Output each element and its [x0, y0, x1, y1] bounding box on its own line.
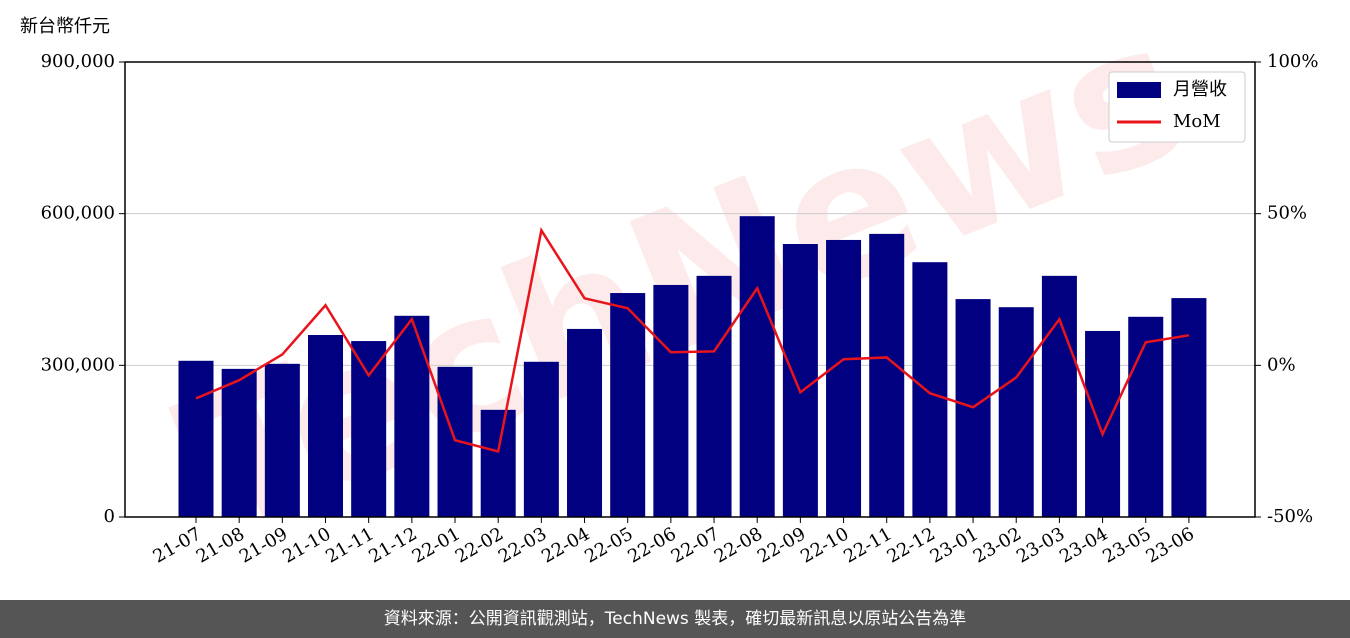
bar [610, 293, 646, 517]
bar [653, 284, 689, 517]
x-tick-label: 22-11 [840, 523, 895, 567]
bar [826, 239, 862, 517]
legend-label: MoM [1173, 111, 1221, 132]
legend-label: 月營收 [1173, 79, 1227, 100]
bar [739, 216, 775, 517]
x-tick-label: 23-02 [970, 523, 1025, 567]
y2-tick-label: 50% [1267, 203, 1307, 224]
bar [264, 363, 300, 517]
x-tick-label: 21-07 [150, 523, 205, 567]
chart: 新台幣仟元 TechNews 0300,000600,000900,000-50… [20, 0, 1318, 578]
line [195, 227, 1190, 454]
plot-frame [124, 61, 1256, 518]
x-tick-label: 21-12 [365, 523, 420, 567]
x-tick-label: 22-07 [668, 523, 723, 567]
bar [912, 262, 948, 517]
y2-tick-label: 0% [1267, 354, 1296, 375]
y-tick-label: 300,000 [41, 354, 115, 375]
y-tick-label: 0 [104, 506, 115, 527]
x-tick-label: 22-08 [711, 523, 766, 567]
bar [178, 360, 214, 517]
bar [998, 307, 1034, 517]
x-tick-label: 22-12 [883, 523, 938, 567]
bar [1085, 330, 1121, 517]
bar [437, 366, 473, 517]
y-axis-label: 新台幣仟元 [20, 16, 110, 37]
bar [523, 361, 559, 517]
y-tick-label: 600,000 [41, 203, 115, 224]
bar [782, 244, 818, 517]
x-tick-label: 23-01 [927, 523, 982, 567]
y2-tick-label: -50% [1267, 506, 1313, 527]
bar [480, 409, 516, 517]
footer: 資料來源：公開資訊觀測站，TechNews 製表，確切最新訊息以原站公告為準 [0, 600, 1350, 638]
x-tick-label: 22-01 [409, 523, 464, 567]
legend-swatch [1117, 82, 1161, 98]
bar [1128, 316, 1164, 517]
x-tick-label: 23-03 [1013, 523, 1068, 567]
bar [869, 233, 905, 517]
x-tick-label: 23-06 [1142, 523, 1197, 567]
x-tick-label: 22-09 [754, 523, 809, 567]
x-tick-label: 22-10 [797, 523, 852, 567]
x-tick-label: 22-04 [538, 523, 593, 567]
y-tick-label: 900,000 [41, 51, 115, 72]
bar [308, 335, 344, 517]
x-tick-label: 23-04 [1056, 523, 1111, 567]
bar [394, 315, 430, 517]
bar [1171, 298, 1207, 517]
x-tick-label: 23-05 [1099, 523, 1154, 567]
bar [221, 368, 257, 517]
x-tick-label: 22-05 [581, 523, 636, 567]
bar [351, 341, 387, 517]
x-tick-label: 22-06 [624, 523, 679, 567]
x-tick-label: 22-03 [495, 523, 550, 567]
y2-tick-label: 100% [1267, 51, 1318, 72]
x-tick-label: 22-02 [452, 523, 507, 567]
bar [1041, 275, 1077, 517]
bar [567, 328, 603, 517]
bar [696, 275, 732, 517]
